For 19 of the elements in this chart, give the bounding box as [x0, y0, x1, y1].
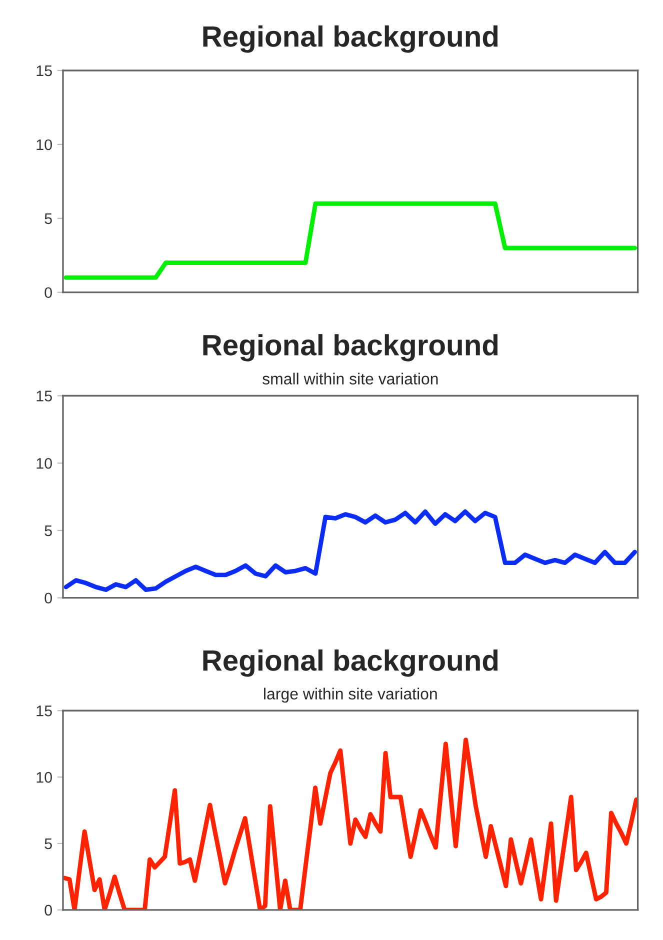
y-tick-label: 0 — [44, 904, 52, 916]
chart-subtitle: small within site variation — [262, 372, 438, 384]
line-series — [64, 201, 638, 280]
line-series — [64, 509, 638, 592]
y-tick-label: 5 — [44, 213, 52, 224]
y-tick-label: 15 — [36, 390, 52, 402]
y-tick-label: 15 — [36, 66, 52, 76]
y-tick-label: 15 — [36, 706, 52, 716]
y-tick-label: 10 — [36, 772, 52, 783]
y-tick-label: 5 — [44, 838, 52, 850]
chart-subtitle: large within site variation — [264, 688, 437, 703]
y-tick-label: 0 — [44, 592, 52, 604]
y-tick-label: 0 — [44, 287, 52, 298]
y-tick-label: 10 — [36, 139, 52, 150]
y-tick-label: 5 — [44, 526, 52, 536]
y-tick-label: 10 — [36, 458, 52, 469]
chart-title: Regional background — [203, 649, 498, 677]
chart-title: Regional background — [203, 25, 498, 53]
chart-title: Regional background — [203, 334, 498, 362]
